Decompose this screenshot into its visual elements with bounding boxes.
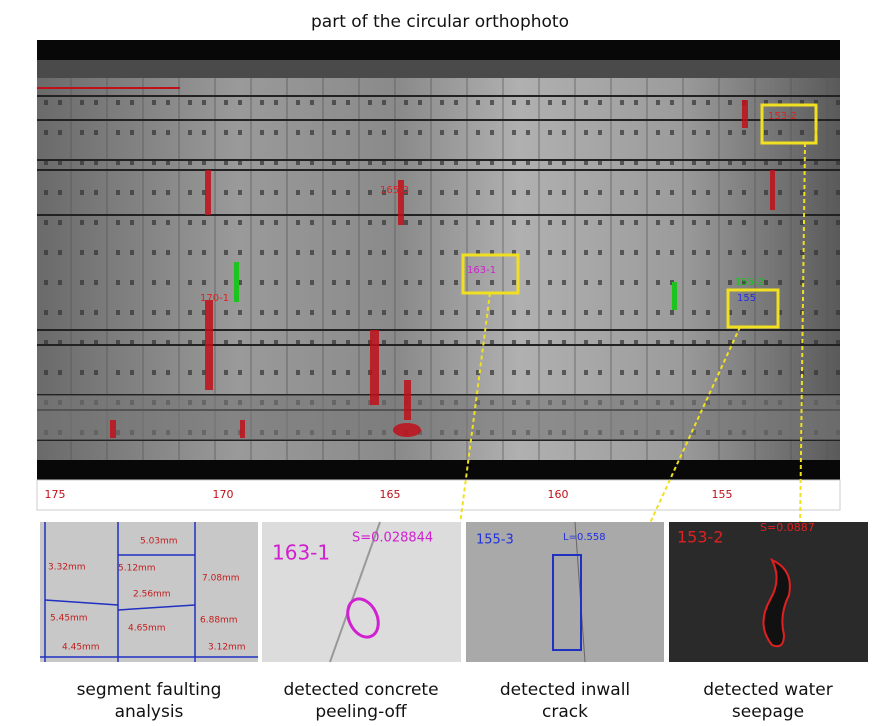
inset-label: 3.32mm xyxy=(48,563,86,573)
figure-title: part of the circular orthophoto xyxy=(311,12,569,32)
inset-label: 7.08mm xyxy=(202,574,240,584)
inset-label: 5.03mm xyxy=(140,537,178,547)
inset-caption: analysis xyxy=(115,702,184,722)
inset-label: S=0.028844 xyxy=(352,531,433,546)
ring-number: 170 xyxy=(213,488,234,501)
inset-label: L=0.558 xyxy=(563,532,606,543)
inset-label: S=0.0887 xyxy=(760,521,815,534)
defect-label: 155-2 xyxy=(735,277,764,288)
orthophoto xyxy=(37,40,840,510)
inset-label: 163-1 xyxy=(272,541,330,565)
inset-caption: detected inwall xyxy=(500,680,630,700)
inset-caption: detected water xyxy=(703,680,832,700)
inset-label: 6.88mm xyxy=(200,616,238,626)
defect-label: 170-1 xyxy=(200,293,229,304)
inset-label: 5.12mm xyxy=(118,564,156,574)
ring-number: 160 xyxy=(548,488,569,501)
defect-label: 163-1 xyxy=(467,265,496,276)
inset-caption: peeling-off xyxy=(315,702,408,722)
figure: part of the circular orthophoto xyxy=(0,0,876,726)
inset-label: 153-2 xyxy=(677,528,724,547)
ring-number: 165 xyxy=(380,488,401,501)
ring-number: 175 xyxy=(45,488,66,501)
defect-label: 153-2 xyxy=(768,111,797,122)
inset-label: 5.45mm xyxy=(50,614,88,624)
inset-label: 4.45mm xyxy=(62,643,100,653)
ring-number: 155 xyxy=(712,488,733,501)
inset-label: 155-3 xyxy=(476,533,514,548)
inset-caption: segment faulting xyxy=(77,680,222,700)
defect-label: 165-3 xyxy=(380,185,409,196)
inset-label: 4.65mm xyxy=(128,624,166,634)
inset-label: 3.12mm xyxy=(208,643,246,653)
inset-caption: seepage xyxy=(732,702,804,722)
inset-label: 2.56mm xyxy=(133,590,171,600)
inset-caption: crack xyxy=(542,702,588,722)
inset-caption: detected concrete xyxy=(283,680,438,700)
defect-label: 155 xyxy=(737,293,756,304)
